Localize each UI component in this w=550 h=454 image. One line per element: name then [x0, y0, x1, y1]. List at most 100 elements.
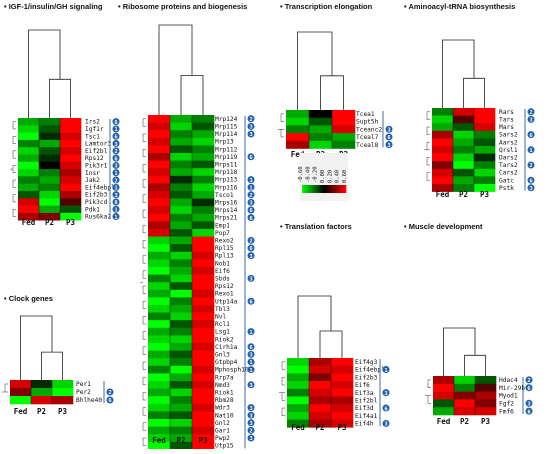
panel-ribo-cell	[148, 365, 171, 374]
panel-trna-cell	[432, 146, 454, 154]
panel-igf-gene-label: Rus6ka2	[85, 214, 111, 221]
panel-ribo-cell	[170, 130, 193, 139]
panel-ribo-cell	[192, 191, 215, 199]
panel-igf-cell	[18, 147, 40, 155]
panel-ribo-cell	[148, 320, 171, 329]
panel-translation-cell	[309, 419, 332, 428]
panel-translation-cell	[287, 419, 310, 428]
panel-translation-cell	[331, 396, 354, 405]
panel-igf-cell	[39, 198, 61, 206]
color-scale-swatch	[316, 185, 319, 193]
panel-ribo-cell	[192, 160, 215, 169]
panel-igf-badge-label: 3	[114, 142, 117, 148]
panel-trna-badge-label: 2	[529, 110, 532, 116]
panel-muscle-condition-label: P2	[460, 417, 469, 426]
panel-ribo-gene-label: Nat10	[215, 412, 234, 419]
panel-ribo-cell	[148, 206, 171, 215]
panel-igf-cell	[18, 154, 40, 163]
color-scale-swatch	[322, 185, 325, 193]
panel-transcription-cell	[332, 133, 356, 142]
panel-trna-cell	[453, 115, 475, 124]
panel-igf-gene-label: Pdk1	[85, 206, 100, 213]
panel-ribo-cell	[192, 327, 215, 336]
panel-igf-cell	[39, 139, 61, 148]
panel-muscle-cell	[433, 391, 455, 400]
panel-transcription-badge-circle	[385, 141, 393, 149]
panel-clock-badge-circle	[106, 396, 114, 404]
panel-ribo-gene-label: Utp14a	[215, 298, 238, 305]
color-scale-swatch	[338, 185, 341, 193]
panel-ribo-cell	[192, 441, 215, 450]
panel-transcription-badge-circle	[385, 125, 393, 133]
panel-igf-gene-label: Tsc1	[85, 133, 100, 140]
panel-transcription-cell	[309, 133, 333, 142]
panel-ribo-gene-label: Mrps16	[215, 200, 238, 207]
panel-ribo-cell	[148, 236, 171, 245]
panel-trna-cell	[432, 161, 454, 170]
panel-translation-badge-label: 3	[384, 422, 387, 428]
panel-ribo-gene-label: Mrps11	[215, 162, 238, 169]
panel-ribo-cell	[148, 312, 171, 321]
panel-ribo-gene-label: Cirh1a	[215, 344, 238, 351]
panel-ribo-badge-circle	[247, 434, 255, 442]
panel-ribo-badge-label: 1	[249, 185, 253, 191]
panel-igf-cell	[18, 198, 40, 206]
panel-trna-gene-label: Pstk	[499, 185, 514, 192]
panel-transcription-cell	[286, 133, 310, 142]
panel-igf-cell	[60, 198, 82, 206]
panel-ribo-cell	[170, 388, 193, 397]
panel-igf-gene-label: Jak2	[85, 177, 100, 184]
panel-ribo-cell	[192, 419, 215, 427]
panel-igf-badge-label: 1	[114, 215, 118, 221]
panel-ribo-cell	[192, 358, 215, 367]
panel-muscle-condition-label: Fed	[437, 417, 451, 426]
panel-ribo-badge-label: 3	[249, 254, 252, 260]
panel-ribo-cell	[192, 426, 215, 435]
panel-ribo-cell	[192, 122, 215, 131]
panel-trna-cell	[474, 168, 496, 177]
panel-ribo-cell	[170, 434, 193, 443]
panel-igf-badge-circle	[112, 154, 120, 162]
panel-title-translation: • Translation factors	[280, 222, 352, 231]
panel-ribo-badge-label: 6	[249, 345, 253, 351]
panel-ribo-gene-label: Nob1	[215, 260, 230, 267]
panel-ribo-cell	[148, 403, 171, 412]
panel-igf-cell	[60, 205, 82, 214]
panel-muscle-gene-label: Hdac4	[499, 377, 518, 384]
panel-igf-gene-dendrogram	[10, 121, 16, 217]
panel-ribo-cell	[148, 153, 171, 161]
panel-ribo-cell	[148, 274, 171, 283]
panel-trna-gene-label: Sars2	[499, 132, 518, 139]
panel-transcription-cell	[309, 117, 333, 126]
panel-clock-cell	[31, 380, 53, 389]
panel-ribo-cell	[170, 213, 193, 222]
panel-ribo-cell	[170, 229, 193, 237]
panel-igf-cell	[18, 118, 40, 126]
color-scale-swatch	[328, 185, 331, 193]
panel-ribo-cell	[192, 297, 215, 306]
panel-trna-cell	[432, 115, 454, 124]
panel-igf-cell	[39, 183, 61, 192]
panel-igf-gene-label: Insr	[85, 170, 100, 177]
panel-trna-badge-circle	[527, 146, 535, 154]
panel-ribo-badge-circle	[247, 122, 255, 130]
panel-ribo-cell	[192, 388, 215, 397]
panel-translation-cell	[331, 411, 354, 420]
panel-ribo-cell	[148, 358, 171, 367]
panel-trna-badge-circle	[527, 161, 535, 169]
panel-ribo-gene-label: Rexo2	[215, 238, 234, 245]
color-scale-swatch	[344, 185, 347, 193]
panel-ribo-cell	[148, 115, 171, 123]
panel-muscle-cell	[475, 391, 497, 400]
panel-translation-cell	[287, 411, 310, 420]
panel-ribo-badge-label: 6	[249, 216, 253, 222]
panel-ribo-cell	[170, 244, 193, 253]
panel-trna-badge-circle	[527, 184, 535, 192]
panel-ribo-cell	[148, 122, 171, 131]
panel-ribo-cell	[192, 343, 215, 351]
color-scale-swatch	[324, 185, 327, 193]
color-scale-swatch	[314, 185, 317, 193]
panel-ribo-badge-circle	[247, 426, 255, 434]
panel-igf-cell	[60, 176, 82, 184]
panel-igf-condition-label: Fed	[22, 218, 36, 227]
